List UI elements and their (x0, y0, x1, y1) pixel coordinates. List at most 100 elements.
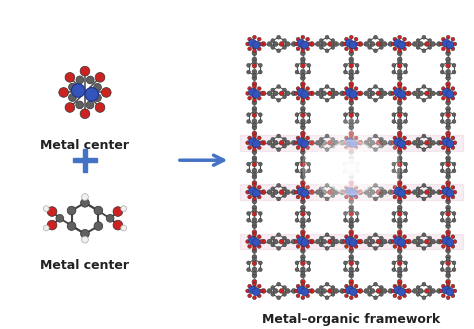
Circle shape (397, 100, 402, 105)
Circle shape (306, 87, 310, 90)
Circle shape (402, 195, 406, 199)
Circle shape (404, 261, 408, 265)
Circle shape (43, 225, 49, 231)
Circle shape (257, 47, 261, 51)
Circle shape (368, 144, 372, 148)
Circle shape (343, 141, 346, 145)
Circle shape (253, 246, 256, 250)
Circle shape (339, 155, 364, 180)
Circle shape (301, 248, 305, 253)
Circle shape (82, 194, 88, 200)
Circle shape (394, 91, 399, 96)
Circle shape (356, 289, 360, 293)
Circle shape (422, 49, 426, 53)
Circle shape (374, 282, 377, 286)
Circle shape (301, 41, 309, 49)
Circle shape (340, 239, 345, 244)
Circle shape (255, 239, 260, 244)
Circle shape (301, 98, 305, 102)
Circle shape (374, 148, 377, 151)
Circle shape (248, 284, 252, 288)
Circle shape (267, 91, 272, 96)
Circle shape (331, 88, 335, 92)
Circle shape (349, 239, 357, 246)
Circle shape (306, 37, 310, 41)
Circle shape (252, 168, 257, 173)
Circle shape (252, 230, 257, 235)
Circle shape (259, 42, 263, 46)
Circle shape (271, 138, 275, 141)
Circle shape (261, 41, 266, 46)
Circle shape (340, 190, 345, 194)
Circle shape (344, 162, 347, 166)
Circle shape (437, 239, 441, 244)
Circle shape (113, 220, 123, 230)
Circle shape (355, 268, 359, 271)
Circle shape (364, 239, 369, 244)
Circle shape (428, 243, 432, 247)
Circle shape (446, 181, 451, 185)
Circle shape (301, 60, 305, 64)
Circle shape (258, 261, 262, 265)
Circle shape (259, 190, 263, 194)
Circle shape (301, 156, 305, 161)
Circle shape (258, 162, 262, 166)
Circle shape (392, 268, 396, 271)
Circle shape (297, 190, 302, 194)
Circle shape (253, 148, 256, 151)
Circle shape (446, 85, 450, 89)
FancyBboxPatch shape (240, 135, 463, 151)
Circle shape (397, 217, 402, 222)
Circle shape (292, 190, 296, 194)
Circle shape (344, 119, 347, 123)
Circle shape (297, 91, 302, 96)
Circle shape (397, 242, 402, 247)
Circle shape (279, 190, 284, 194)
Circle shape (397, 69, 402, 74)
Circle shape (345, 37, 348, 41)
Circle shape (392, 169, 396, 173)
Circle shape (397, 230, 402, 235)
Circle shape (388, 289, 393, 293)
Circle shape (412, 289, 417, 293)
Circle shape (430, 239, 436, 244)
Circle shape (248, 235, 252, 239)
Circle shape (295, 162, 299, 166)
Circle shape (252, 181, 257, 185)
Circle shape (453, 289, 457, 293)
Circle shape (248, 186, 252, 189)
Circle shape (349, 189, 357, 197)
Circle shape (442, 286, 450, 294)
Circle shape (301, 187, 305, 191)
Circle shape (80, 66, 90, 76)
Circle shape (349, 159, 353, 163)
Circle shape (394, 237, 401, 244)
Circle shape (393, 87, 397, 90)
Circle shape (446, 113, 451, 117)
Circle shape (451, 136, 455, 140)
Circle shape (325, 282, 329, 286)
Circle shape (349, 246, 353, 250)
FancyBboxPatch shape (83, 149, 87, 172)
Circle shape (345, 294, 348, 298)
Circle shape (349, 208, 353, 212)
Circle shape (398, 60, 401, 64)
Circle shape (252, 187, 257, 191)
Circle shape (349, 279, 354, 284)
Circle shape (273, 140, 278, 145)
Circle shape (307, 162, 310, 166)
Circle shape (297, 138, 305, 146)
Circle shape (397, 224, 402, 229)
Circle shape (310, 41, 314, 46)
Circle shape (345, 96, 348, 100)
Circle shape (398, 288, 405, 296)
Circle shape (439, 289, 443, 293)
Circle shape (301, 140, 309, 148)
Circle shape (440, 212, 444, 215)
Circle shape (453, 240, 457, 243)
Circle shape (328, 239, 333, 244)
Circle shape (301, 162, 305, 167)
Circle shape (297, 140, 302, 145)
Circle shape (344, 268, 347, 271)
Circle shape (316, 239, 320, 244)
